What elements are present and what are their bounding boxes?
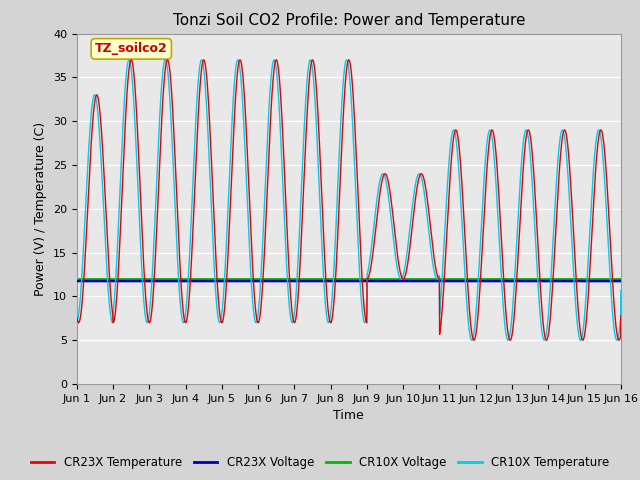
X-axis label: Time: Time (333, 409, 364, 422)
Legend: CR23X Temperature, CR23X Voltage, CR10X Voltage, CR10X Temperature: CR23X Temperature, CR23X Voltage, CR10X … (26, 452, 614, 474)
Y-axis label: Power (V) / Temperature (C): Power (V) / Temperature (C) (35, 122, 47, 296)
Text: TZ_soilco2: TZ_soilco2 (95, 42, 168, 55)
Title: Tonzi Soil CO2 Profile: Power and Temperature: Tonzi Soil CO2 Profile: Power and Temper… (173, 13, 525, 28)
